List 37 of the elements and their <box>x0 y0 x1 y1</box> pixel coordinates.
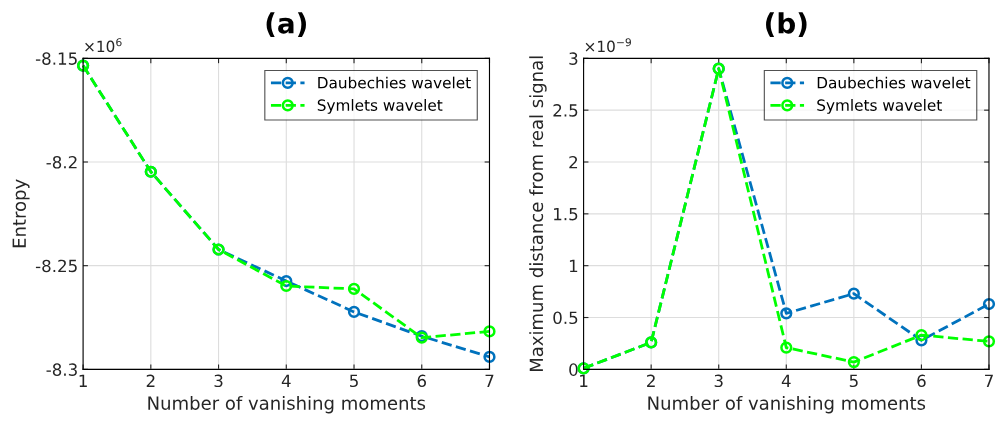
y-tick-label: -8.25 <box>35 259 77 273</box>
x-tick-label: 6 <box>417 374 427 388</box>
x-tick-label: 4 <box>781 374 791 387</box>
text: ×10$^{−9}$ <box>585 38 631 53</box>
x-tick-label: 1 <box>79 374 87 387</box>
chart-title: (a) <box>266 12 306 37</box>
legend-label: Daubechies wavelet <box>318 76 471 89</box>
y-tick-label: -8.15 <box>35 52 77 65</box>
chart-title: (b) <box>766 12 807 37</box>
y-tick-label: 1.5 <box>554 208 578 221</box>
y-tick-label: 3 <box>569 52 578 65</box>
x-tick-label: 5 <box>849 374 858 388</box>
legend-label: Symlets wavelet <box>317 99 443 114</box>
x-axis-title: Number of vanishing moments <box>148 395 426 414</box>
legend-label: Daubechies wavelet <box>817 76 971 89</box>
x-tick-label: 3 <box>214 374 223 388</box>
x-tick-label: 5 <box>350 374 358 388</box>
x-tick-label: 2 <box>647 374 655 387</box>
y-tick-label: 0.5 <box>553 311 578 325</box>
y-tick-label: 2 <box>569 155 578 169</box>
text: ×10$^{6}$ <box>85 38 122 53</box>
x-tick-label: 2 <box>146 374 155 387</box>
y-axis-title: Maximum distance from real signal <box>529 56 547 372</box>
y-tick-label: 0 <box>569 363 578 376</box>
legend-label: Symlets wavelet <box>817 99 942 114</box>
x-tick-label: 3 <box>714 374 723 388</box>
x-tick-label: 7 <box>985 374 993 387</box>
y-axis-title: Entropy <box>12 179 30 248</box>
y-tick-label: -8.3 <box>46 363 77 376</box>
y-tick-label: 2.5 <box>553 104 578 117</box>
x-tick-label: 4 <box>281 374 291 387</box>
x-axis-title: Number of vanishing moments <box>648 395 926 414</box>
x-tick-label: 1 <box>580 374 588 387</box>
x-tick-label: 6 <box>917 374 926 388</box>
y-tick-label: 1 <box>569 259 578 273</box>
x-tick-label: 7 <box>485 374 494 387</box>
y-tick-label: -8.2 <box>46 155 77 169</box>
